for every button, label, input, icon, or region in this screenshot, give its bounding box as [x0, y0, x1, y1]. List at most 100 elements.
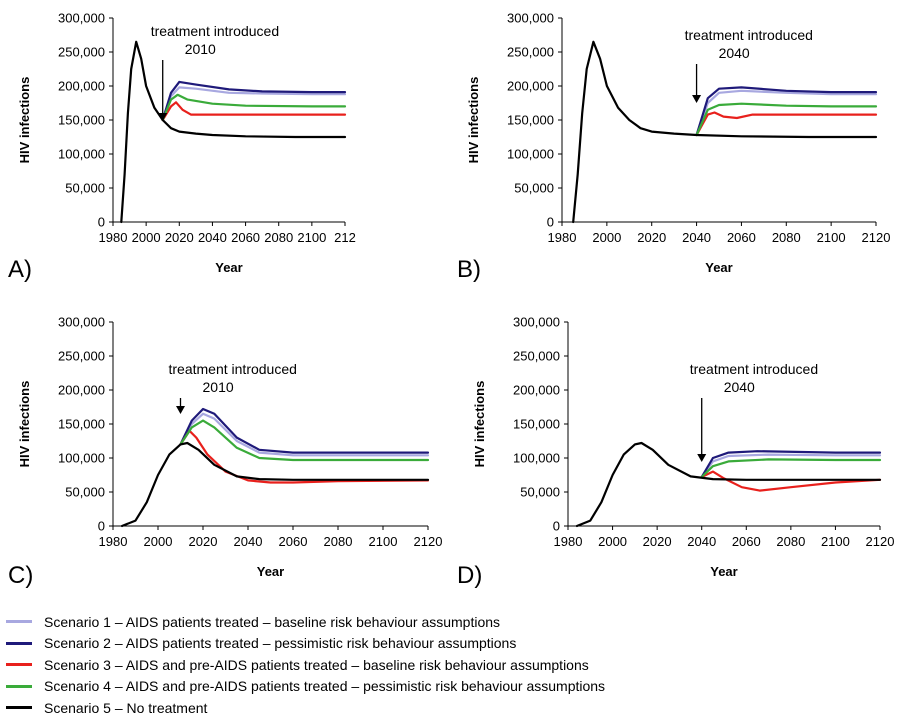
y-tick-label-c: 250,000 — [58, 349, 105, 364]
x-tick-label-c: 2080 — [324, 534, 353, 549]
y-tick-label-c: 100,000 — [58, 451, 105, 466]
x-tick-label-b: 2100 — [817, 230, 846, 245]
series-line-c-scenario-2 — [179, 407, 430, 454]
series-line-b-scenario-2 — [695, 86, 878, 137]
y-tick-label-a: 200,000 — [58, 79, 105, 94]
series-line-b-scenario-4 — [695, 102, 878, 137]
series-line-a-scenario-2 — [161, 80, 347, 122]
x-tick-label-d: 2000 — [598, 534, 627, 549]
y-tick-label-b: 150,000 — [507, 113, 554, 128]
x-axis-title-b: Year — [705, 260, 732, 275]
annotation-arrow-head-b — [692, 95, 702, 103]
panel-label-a: A) — [8, 256, 32, 283]
annotation-text-b: treatment introduced — [685, 27, 813, 43]
x-tick-label-d: 2040 — [687, 534, 716, 549]
x-tick-label-c: 2040 — [234, 534, 263, 549]
y-tick-label-d: 200,000 — [513, 383, 560, 398]
annotation-arrow-head-a — [158, 113, 168, 121]
y-tick-label-d: 300,000 — [513, 315, 560, 330]
x-tick-label-a: 2060 — [231, 230, 260, 245]
y-tick-label-a: 50,000 — [65, 181, 105, 196]
x-tick-label-d: 2120 — [866, 534, 895, 549]
x-tick-label-b: 2020 — [637, 230, 666, 245]
y-tick-label-c: 150,000 — [58, 417, 105, 432]
legend-label-scenario-1: Scenario 1 – AIDS patients treated – bas… — [44, 613, 501, 630]
annotation-year-a: 2010 — [185, 41, 216, 57]
annotation-year-b: 2040 — [719, 45, 750, 61]
x-tick-label-d: 2100 — [821, 534, 850, 549]
series-line-d-scenario-1 — [700, 453, 882, 479]
series-line-a-scenario-5 — [120, 40, 347, 224]
y-tick-label-a: 250,000 — [58, 45, 105, 60]
y-axis-title-c: HIV infections — [17, 381, 32, 468]
x-tick-label-a: 2080 — [264, 230, 293, 245]
y-tick-label-b: 250,000 — [507, 45, 554, 60]
legend-swatch-scenario-3 — [6, 663, 32, 667]
x-tick-label-b: 2000 — [592, 230, 621, 245]
y-tick-label-b: 50,000 — [514, 181, 554, 196]
x-tick-label-c: 2060 — [279, 534, 308, 549]
panel-d: 0 50,000 100,000 150,000 200,000 250,000 300,0… — [457, 315, 894, 590]
annotation-arrow-head-c — [176, 406, 185, 414]
series-line-b-scenario-3 — [695, 111, 878, 137]
annotation-text-c: treatment introduced — [169, 361, 297, 377]
legend-swatch-scenario-1 — [6, 620, 32, 624]
series-line-a-scenario-3 — [161, 101, 347, 122]
series-line-b-scenario-5 — [572, 40, 878, 224]
y-tick-label-d: 100,000 — [513, 451, 560, 466]
annotation-text-d: treatment introduced — [690, 361, 818, 377]
x-axis-title-c: Year — [257, 564, 284, 579]
annotation-year-d: 2040 — [724, 379, 755, 395]
series-line-d-scenario-2 — [700, 450, 882, 479]
x-axis-title-a: Year — [215, 260, 242, 275]
x-tick-label-d: 2020 — [643, 534, 672, 549]
x-tick-label-c: 2000 — [144, 534, 173, 549]
y-tick-label-b: 200,000 — [507, 79, 554, 94]
legend-label-scenario-4: Scenario 4 – AIDS and pre-AIDS patients … — [44, 678, 606, 695]
legend-label-scenario-2: Scenario 2 – AIDS patients treated – pes… — [44, 635, 517, 652]
legend-swatch-scenario-4 — [6, 684, 32, 688]
y-tick-label-b: 0 — [547, 215, 554, 230]
y-tick-label-d: 150,000 — [513, 417, 560, 432]
x-tick-label-b: 2080 — [772, 230, 801, 245]
y-tick-label-b: 300,000 — [507, 11, 554, 26]
y-tick-label-a: 300,000 — [58, 11, 105, 26]
x-tick-label-c: 1980 — [99, 534, 128, 549]
series-line-c-scenario-5 — [120, 441, 430, 528]
y-tick-label-d: 50,000 — [520, 485, 560, 500]
x-tick-label-d: 2060 — [732, 534, 761, 549]
x-tick-label-a: 2100 — [297, 230, 326, 245]
y-tick-label-d: 0 — [553, 519, 560, 534]
legend-swatch-scenario-2 — [6, 641, 32, 645]
y-tick-label-d: 250,000 — [513, 349, 560, 364]
legend-item-scenario-4: Scenario 4 – AIDS and pre-AIDS patients … — [6, 676, 896, 698]
panel-label-d: D) — [457, 562, 482, 589]
legend: Scenario 1 – AIDS patients treated – bas… — [6, 611, 896, 719]
x-tick-label-b: 2120 — [862, 230, 891, 245]
y-tick-label-c: 50,000 — [65, 485, 105, 500]
panel-label-b: B) — [457, 256, 481, 283]
x-axis-title-d: Year — [710, 564, 737, 579]
x-tick-label-d: 1980 — [554, 534, 583, 549]
y-tick-label-a: 100,000 — [58, 147, 105, 162]
y-tick-label-a: 0 — [98, 215, 105, 230]
y-tick-label-a: 150,000 — [58, 113, 105, 128]
legend-swatch-scenario-5 — [6, 706, 32, 710]
x-tick-label-c: 2100 — [369, 534, 398, 549]
legend-item-scenario-3: Scenario 3 – AIDS and pre-AIDS patients … — [6, 654, 896, 676]
x-tick-label-a: 2040 — [198, 230, 227, 245]
series-line-a-scenario-4 — [161, 93, 347, 122]
x-tick-label-c: 2120 — [414, 534, 443, 549]
series-line-d-scenario-3 — [700, 470, 882, 492]
x-tick-label-d: 2080 — [776, 534, 805, 549]
panel-c: 0 50,000 100,000 150,000 200,000 250,000 300,0… — [8, 315, 442, 590]
x-tick-label-c: 2020 — [189, 534, 218, 549]
panel-b: 0 50,000 100,000 150,000 200,000 250,000 300,0… — [457, 11, 890, 284]
annotation-text-a: treatment introduced — [151, 23, 279, 39]
series-line-c-scenario-1 — [179, 412, 430, 457]
y-tick-label-c: 0 — [98, 519, 105, 534]
legend-label-scenario-3: Scenario 3 – AIDS and pre-AIDS patients … — [44, 656, 589, 673]
x-tick-label-a: 1980 — [99, 230, 128, 245]
y-tick-label-b: 100,000 — [507, 147, 554, 162]
